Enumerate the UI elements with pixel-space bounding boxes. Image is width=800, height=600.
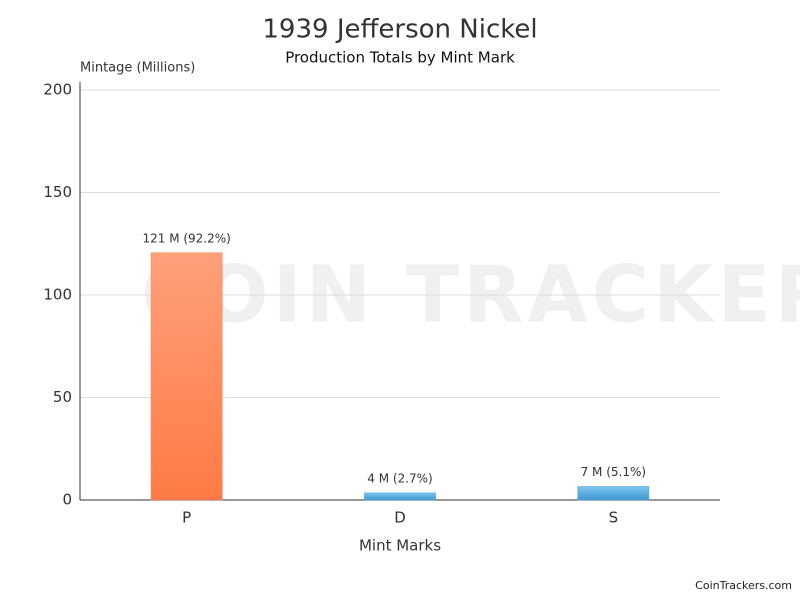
y-tick-label: 200 <box>43 81 72 99</box>
chart-title: 1939 Jefferson Nickel <box>262 15 537 45</box>
data-label: 4 M (2.7%) <box>367 471 432 485</box>
x-axis-label: Mint Marks <box>359 537 441 555</box>
x-tick-label: P <box>182 509 191 527</box>
bar <box>577 486 650 501</box>
bar <box>364 492 436 501</box>
y-tick-label: 100 <box>43 286 72 304</box>
chart-subtitle: Production Totals by Mint Mark <box>285 49 515 67</box>
y-tick-label: 150 <box>43 183 72 201</box>
data-label: 121 M (92.2%) <box>142 231 230 245</box>
bar <box>150 252 223 501</box>
x-tick-label: S <box>609 509 619 527</box>
y-axis-label: Mintage (Millions) <box>80 61 195 76</box>
credit: CoinTrackers.com <box>695 579 792 592</box>
y-tick-label: 50 <box>53 388 72 406</box>
x-tick-label: D <box>394 509 406 527</box>
y-tick-label: 0 <box>62 491 72 509</box>
data-label: 7 M (5.1%) <box>581 465 646 479</box>
